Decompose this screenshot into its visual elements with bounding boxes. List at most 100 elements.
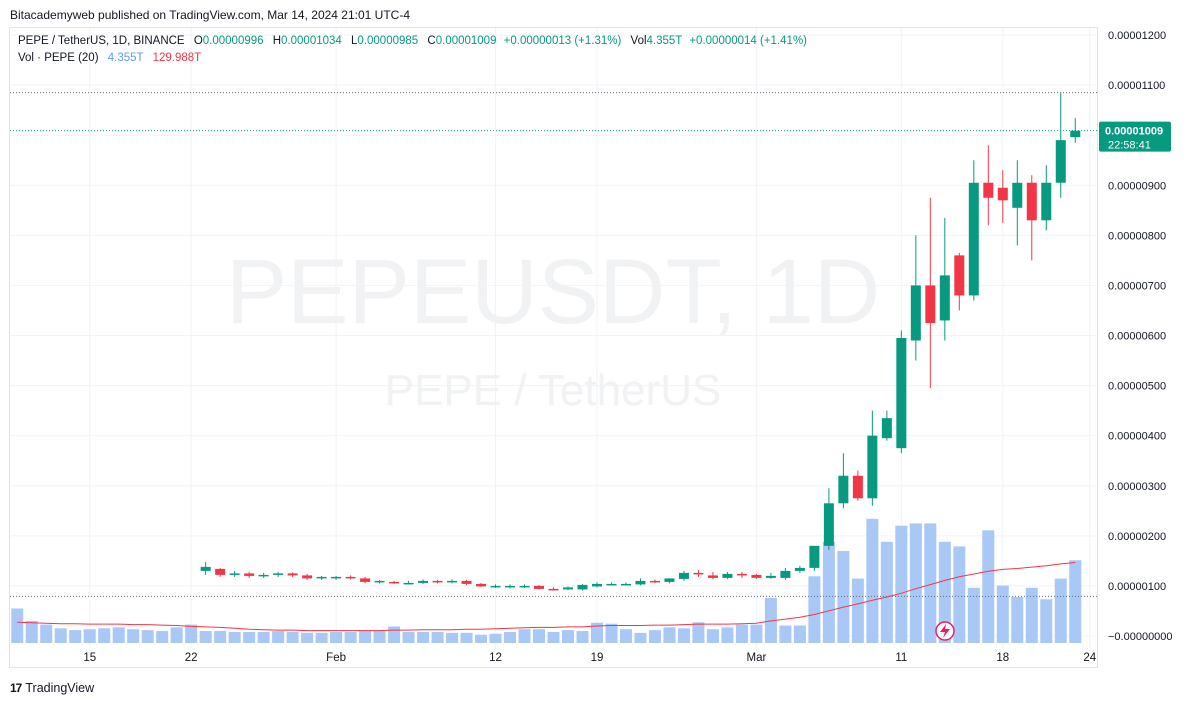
candle-body[interactable] [867, 435, 878, 499]
volume-bar[interactable] [475, 634, 488, 643]
volume-bar[interactable] [25, 620, 38, 643]
candle-body[interactable] [562, 587, 573, 590]
volume-bar[interactable] [69, 630, 82, 643]
candle-body[interactable] [751, 574, 762, 578]
volume-bar[interactable] [112, 627, 125, 643]
volume-bar[interactable] [953, 546, 966, 643]
volume-bar[interactable] [257, 631, 270, 643]
candle-body[interactable] [519, 585, 530, 588]
volume-bar[interactable] [315, 632, 328, 643]
candle-body[interactable] [954, 255, 965, 296]
candle-body[interactable] [389, 581, 400, 584]
volume-bar[interactable] [185, 624, 198, 643]
candle-body[interactable] [809, 545, 820, 568]
candle-body[interactable] [823, 503, 834, 546]
volume-bar[interactable] [909, 523, 922, 643]
candle-body[interactable] [968, 182, 979, 296]
candle-body[interactable] [896, 338, 907, 449]
volume-bar[interactable] [793, 625, 806, 643]
volume-bar[interactable] [692, 622, 705, 643]
volume-bar[interactable] [677, 628, 690, 643]
candle-body[interactable] [722, 573, 733, 578]
candle-body[interactable] [620, 583, 631, 586]
volume-bar[interactable] [199, 631, 212, 643]
candle-body[interactable] [302, 575, 313, 579]
volume-bar[interactable] [880, 541, 893, 643]
volume-bar[interactable] [504, 631, 517, 643]
volume-bar[interactable] [11, 608, 24, 644]
volume-bar[interactable] [141, 630, 154, 643]
candle-body[interactable] [707, 575, 718, 578]
candle-body[interactable] [229, 573, 240, 575]
price-legend[interactable]: PEPE / TetherUS, 1D, BINANCE O0.00000996… [18, 35, 807, 47]
volume-bar[interactable] [388, 626, 401, 643]
volume-bar[interactable] [982, 530, 995, 643]
candle-body[interactable] [678, 572, 689, 579]
volume-bar[interactable] [750, 624, 763, 643]
candle-body[interactable] [910, 285, 921, 341]
candle-body[interactable] [316, 576, 327, 579]
volume-bar[interactable] [1054, 578, 1067, 643]
candle-body[interactable] [780, 570, 791, 578]
candle-body[interactable] [881, 418, 892, 439]
candle-body[interactable] [534, 585, 545, 589]
candle-body[interactable] [273, 573, 284, 575]
candle-body[interactable] [374, 580, 385, 583]
candle-body[interactable] [345, 576, 356, 579]
volume-bar[interactable] [127, 629, 140, 643]
candle-body[interactable] [577, 584, 588, 590]
volume-bar[interactable] [330, 631, 343, 643]
candle-body[interactable] [215, 568, 226, 575]
candle-body[interactable] [360, 578, 371, 582]
volume-bar[interactable] [431, 631, 444, 643]
candle-body[interactable] [548, 588, 559, 591]
volume-bar[interactable] [996, 585, 1009, 644]
volume-bar[interactable] [489, 633, 502, 643]
candle-body[interactable] [997, 187, 1008, 201]
volume-bar[interactable] [1040, 599, 1053, 643]
volume-bar[interactable] [460, 632, 473, 643]
volume-bar[interactable] [605, 623, 618, 643]
volume-bar[interactable] [1011, 597, 1024, 643]
volume-bar[interactable] [648, 630, 661, 643]
candle-body[interactable] [258, 574, 269, 577]
volume-bar[interactable] [721, 627, 734, 643]
volume-bar[interactable] [518, 629, 531, 643]
volume-bar[interactable] [576, 631, 589, 643]
volume-bar[interactable] [866, 518, 879, 643]
candle-body[interactable] [461, 580, 472, 584]
candle-body[interactable] [736, 573, 747, 576]
candle-body[interactable] [635, 580, 646, 585]
volume-bar[interactable] [663, 627, 676, 643]
chart-frame[interactable] [9, 27, 1098, 668]
volume-bar[interactable] [156, 631, 169, 643]
candle-body[interactable] [606, 583, 617, 586]
volume-bar[interactable] [417, 631, 430, 643]
volume-bar[interactable] [561, 630, 574, 643]
candle-body[interactable] [287, 573, 298, 576]
volume-bar[interactable] [83, 629, 96, 643]
candle-body[interactable] [403, 582, 414, 585]
volume-bar[interactable] [272, 631, 285, 643]
volume-bar[interactable] [54, 628, 67, 643]
candle-body[interactable] [476, 583, 487, 587]
volume-bar[interactable] [1025, 587, 1038, 643]
volume-study-label[interactable]: Vol · PEPE (20) [18, 52, 99, 64]
volume-bar[interactable] [779, 625, 792, 643]
volume-bar[interactable] [938, 541, 951, 643]
volume-legend[interactable]: Vol · PEPE (20) 4.355T 129.988T [18, 52, 201, 64]
candle-body[interactable] [490, 585, 501, 588]
volume-bar[interactable] [808, 576, 821, 643]
volume-bar[interactable] [590, 622, 603, 643]
candle-body[interactable] [1026, 182, 1037, 221]
volume-bar[interactable] [402, 631, 415, 643]
candle-body[interactable] [693, 572, 704, 575]
symbol-label[interactable]: PEPE / TetherUS, 1D, BINANCE [18, 35, 185, 47]
candle-body[interactable] [838, 475, 849, 504]
volume-bar[interactable] [228, 631, 241, 643]
candle-body[interactable] [1055, 140, 1066, 183]
volume-bar[interactable] [895, 525, 908, 643]
candle-body[interactable] [664, 578, 675, 582]
volume-bar[interactable] [98, 628, 111, 643]
